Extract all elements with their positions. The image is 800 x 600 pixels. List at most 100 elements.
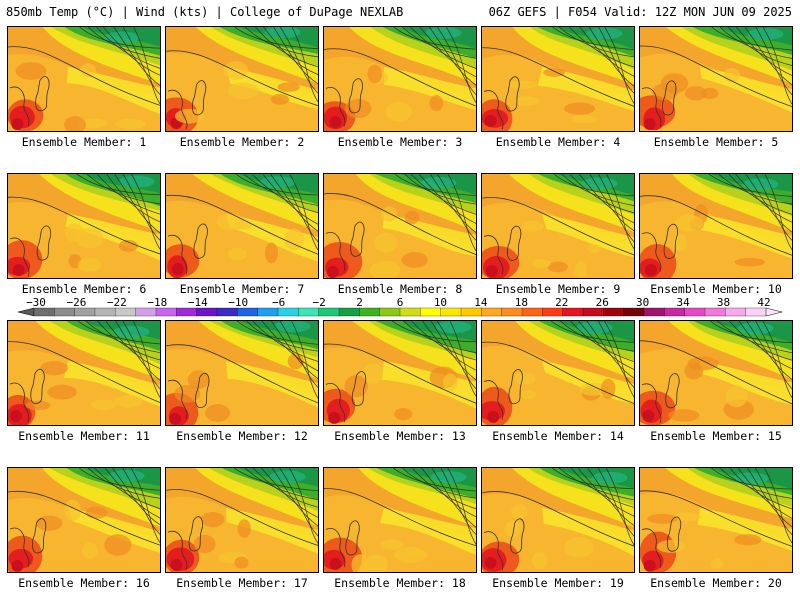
colorbar-tick-label: −2 — [312, 296, 325, 309]
colorbar-segment — [33, 307, 55, 317]
colorbar-segment — [440, 307, 462, 317]
colorbar-segment — [359, 307, 381, 317]
temperature-field — [8, 174, 160, 278]
colorbar-tick-label: 14 — [474, 296, 488, 309]
ensemble-map-panel — [639, 173, 793, 279]
colorbar-segment — [725, 307, 747, 317]
temperature-field — [640, 27, 792, 131]
colorbar-tick-label: −6 — [272, 296, 285, 309]
ensemble-map-panel — [323, 467, 477, 573]
colorbar-segment — [481, 307, 503, 317]
ensemble-member-label: Ensemble Member: 11 — [18, 429, 150, 443]
ensemble-map-panel — [481, 26, 635, 132]
temperature-field — [166, 321, 318, 425]
colorbar-segment — [582, 307, 604, 317]
ensemble-map-panel — [639, 320, 793, 426]
temperature-field — [640, 174, 792, 278]
colorbar-tick-label: 6 — [397, 296, 404, 309]
colorbar-tick-label: 10 — [434, 296, 447, 309]
colorbar-segment — [542, 307, 564, 317]
temperature-field — [8, 27, 160, 131]
ensemble-member-label: Ensemble Member: 3 — [337, 135, 463, 149]
ensemble-map-panel — [7, 173, 161, 279]
temperature-colorbar: −30 −26 −22 −18 −14 −10 −6 −2 2 6 10 14 18 22 26 30 34 38… — [17, 296, 783, 317]
colorbar-segment — [704, 307, 726, 317]
ensemble-member-label: Ensemble Member: 17 — [176, 576, 308, 590]
colorbar-min-arrow — [17, 307, 35, 317]
temperature-field — [324, 321, 476, 425]
colorbar-tick-label: −18 — [147, 296, 167, 309]
ensemble-map-panel — [323, 26, 477, 132]
ensemble-map-panel — [165, 26, 319, 132]
temperature-field — [8, 468, 160, 572]
ensemble-member-label: Ensemble Member: 12 — [176, 429, 308, 443]
colorbar-segment — [603, 307, 625, 317]
colorbar-tick-label: 38 — [717, 296, 730, 309]
colorbar-segment — [460, 307, 482, 317]
ensemble-map-panel — [481, 320, 635, 426]
ensemble-map-panel — [165, 467, 319, 573]
ensemble-member-label: Ensemble Member: 6 — [21, 282, 147, 296]
colorbar-segment — [379, 307, 401, 317]
colorbar-segment — [115, 307, 137, 317]
ensemble-map-panel — [639, 467, 793, 573]
colorbar-tick-label: 18 — [515, 296, 528, 309]
ensemble-member-label: Ensemble Member: 15 — [650, 429, 782, 443]
temperature-field — [640, 468, 792, 572]
ensemble-map-panel — [7, 26, 161, 132]
ensemble-member-label: Ensemble Member: 18 — [334, 576, 466, 590]
colorbar-segment — [54, 307, 76, 317]
temperature-field — [166, 468, 318, 572]
colorbar-segment — [745, 307, 767, 317]
colorbar-segment — [643, 307, 665, 317]
colorbar-tick-label: −26 — [67, 296, 87, 309]
colorbar-tick-label: −22 — [107, 296, 127, 309]
colorbar-segment — [420, 307, 442, 317]
colorbar-tick-label: 26 — [596, 296, 609, 309]
colorbar-segment — [155, 307, 177, 317]
colorbar-max-arrow — [765, 307, 783, 317]
temperature-field — [324, 174, 476, 278]
temperature-field — [482, 321, 634, 425]
ensemble-map-panel — [7, 467, 161, 573]
colorbar-segment — [196, 307, 218, 317]
ensemble-member-label: Ensemble Member: 2 — [179, 135, 305, 149]
temperature-field — [324, 27, 476, 131]
colorbar-segment — [277, 307, 299, 317]
colorbar-tick-label: −30 — [26, 296, 46, 309]
ensemble-map-panel — [165, 173, 319, 279]
ensemble-member-label: Ensemble Member: 10 — [650, 282, 782, 296]
colorbar-tick-label: 42 — [757, 296, 770, 309]
colorbar-tick-label: 30 — [636, 296, 649, 309]
ensemble-member-label: Ensemble Member: 16 — [18, 576, 150, 590]
ensemble-member-label: Ensemble Member: 9 — [495, 282, 621, 296]
valid-time-title: 06Z GEFS | F054 Valid: 12Z MON JUN 09 20… — [488, 5, 792, 19]
temperature-field — [482, 174, 634, 278]
temperature-field — [166, 27, 318, 131]
temperature-field — [482, 27, 634, 131]
ensemble-map-panel — [7, 320, 161, 426]
colorbar-segment — [664, 307, 686, 317]
colorbar-segment — [684, 307, 706, 317]
ensemble-member-label: Ensemble Member: 20 — [650, 576, 782, 590]
colorbar-tick-label: 22 — [555, 296, 568, 309]
colorbar-segment — [562, 307, 584, 317]
ensemble-member-label: Ensemble Member: 4 — [495, 135, 621, 149]
ensemble-map-panel — [639, 26, 793, 132]
ensemble-member-label: Ensemble Member: 19 — [492, 576, 624, 590]
colorbar-segment — [94, 307, 116, 317]
colorbar-segment — [257, 307, 279, 317]
colorbar-tick-label: 34 — [676, 296, 690, 309]
temperature-field — [482, 468, 634, 572]
ensemble-member-label: Ensemble Member: 7 — [179, 282, 305, 296]
colorbar-tick-label: 2 — [356, 296, 363, 309]
ensemble-member-label: Ensemble Member: 14 — [492, 429, 624, 443]
colorbar-segment — [338, 307, 360, 317]
ensemble-member-label: Ensemble Member: 5 — [653, 135, 779, 149]
colorbar-tick-label: −14 — [188, 296, 208, 309]
ensemble-member-label: Ensemble Member: 8 — [337, 282, 463, 296]
colorbar-segment — [135, 307, 157, 317]
colorbar-segment — [216, 307, 238, 317]
ensemble-member-label: Ensemble Member: 1 — [21, 135, 147, 149]
ensemble-map-panel — [323, 320, 477, 426]
